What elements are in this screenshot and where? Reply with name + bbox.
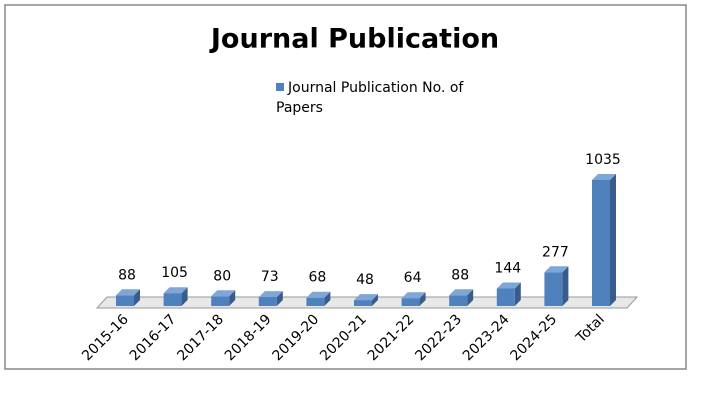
data-label: 64: [404, 270, 422, 286]
bar-side: [514, 282, 521, 306]
legend-swatch: [276, 83, 284, 91]
bar-top: [354, 294, 378, 301]
legend-label: Journal Publication No. of Papers: [276, 80, 464, 116]
bar: [163, 293, 182, 306]
bar-side: [610, 174, 616, 306]
bar-top: [211, 290, 236, 297]
bar-top: [163, 287, 188, 294]
bar-side: [229, 290, 236, 306]
bar-side: [372, 294, 378, 306]
data-label: 1035: [585, 152, 621, 168]
bar-side: [324, 291, 331, 306]
bar-side: [276, 291, 283, 306]
bar-top: [306, 291, 331, 298]
bar: [211, 296, 230, 306]
bar: [449, 295, 468, 306]
data-label: 88: [118, 267, 136, 283]
bar-side: [562, 266, 569, 306]
legend: Journal Publication No. of Papers: [276, 78, 466, 118]
bar: [544, 272, 563, 306]
data-label: 88: [451, 267, 469, 283]
data-label: 48: [356, 272, 374, 288]
bar-top: [401, 292, 426, 299]
bar: [592, 180, 610, 306]
data-label: 80: [213, 268, 231, 284]
bar: [354, 300, 372, 306]
data-label: 105: [161, 265, 188, 281]
bar: [306, 297, 325, 306]
bar: [258, 297, 277, 306]
data-label: 68: [308, 270, 326, 286]
bar-side: [467, 289, 474, 306]
bar-side: [419, 292, 426, 306]
bar-top: [116, 289, 140, 296]
bar-top: [496, 282, 521, 289]
data-label: 73: [261, 269, 279, 285]
chart-border: [4, 4, 687, 370]
bar: [116, 295, 134, 306]
bar-top: [258, 291, 283, 298]
bar: [496, 288, 515, 306]
bar-top: [544, 266, 569, 273]
data-label: 277: [542, 244, 569, 260]
data-label: 144: [494, 260, 521, 276]
bar-top: [449, 289, 474, 296]
bar: [401, 298, 420, 306]
bar-side: [134, 289, 140, 306]
bar-side: [181, 287, 188, 306]
bar-top: [592, 174, 616, 180]
chart-title: Journal Publication: [209, 24, 499, 55]
